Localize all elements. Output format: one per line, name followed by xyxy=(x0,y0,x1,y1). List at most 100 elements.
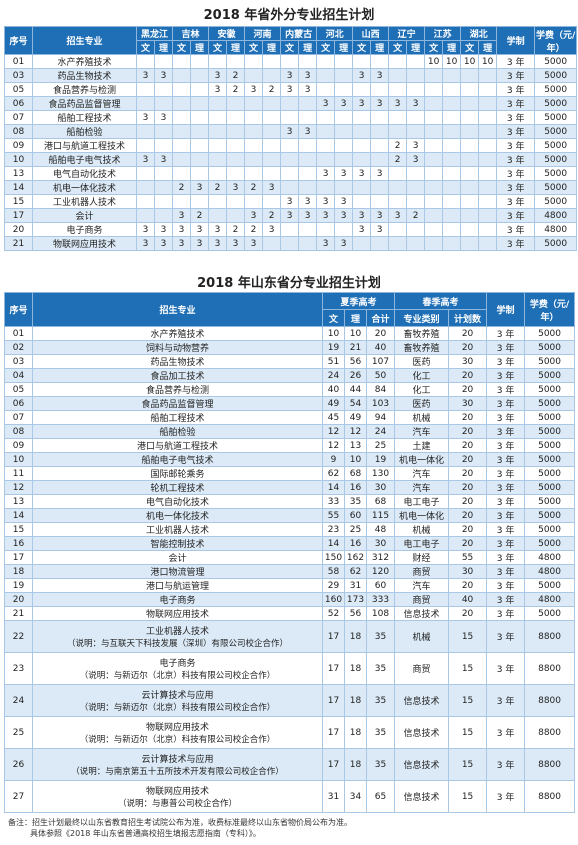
cell-total: 103 xyxy=(365,396,396,411)
quota xyxy=(370,236,390,251)
major-title: 港口物流管理 xyxy=(150,568,205,578)
quota xyxy=(478,68,498,83)
duration: 3 年 xyxy=(496,96,536,111)
cell-wen: 24 xyxy=(322,368,345,383)
cell-duration: 3 年 xyxy=(486,326,526,341)
major-title: 会计 xyxy=(168,554,187,564)
cell-total: 35 xyxy=(365,652,396,685)
cell-duration: 3 年 xyxy=(486,536,526,551)
cell-plan: 15 xyxy=(448,748,488,781)
cell-li: 31 xyxy=(344,578,367,593)
duration: 3 年 xyxy=(496,124,536,139)
table-row: 24 云计算技术与应用 （说明：与新迈尔（北京）科技有限公司校企合作） 17 18 35 信… xyxy=(4,684,576,717)
quota xyxy=(136,54,155,69)
cell-wen: 23 xyxy=(322,522,345,537)
quota xyxy=(424,68,444,83)
cell-category: 财经 xyxy=(394,550,450,565)
row-number: 17 xyxy=(4,208,33,223)
header-row: 序号 招生专业 夏季高考 春季高考 学制 学费（元/年） xyxy=(4,292,576,327)
row-number: 22 xyxy=(4,620,33,653)
quota xyxy=(316,152,336,167)
fee: 5000 xyxy=(534,96,578,111)
row-number: 14 xyxy=(4,508,33,523)
quota xyxy=(478,96,498,111)
quota xyxy=(442,208,462,223)
cell-category: 土建 xyxy=(394,438,450,453)
quota xyxy=(262,166,282,181)
quota: 3 xyxy=(190,236,210,251)
quota xyxy=(460,110,480,125)
cell-wen: 31 xyxy=(322,780,345,813)
major-name: 港口与航道工程技术 xyxy=(32,138,137,153)
cell-fee: 4800 xyxy=(524,550,576,565)
quota xyxy=(406,166,426,181)
quota: 3 xyxy=(298,208,318,223)
cell-fee: 5000 xyxy=(524,480,576,495)
major-name: 船舶检验 xyxy=(32,424,323,439)
cell-fee: 5000 xyxy=(524,438,576,453)
quota xyxy=(244,124,264,139)
quota: 3 xyxy=(352,68,372,83)
cell-duration: 3 年 xyxy=(486,354,526,369)
row-number: 06 xyxy=(4,96,33,111)
cell-plan: 20 xyxy=(448,382,488,397)
quota xyxy=(208,152,228,167)
quota xyxy=(424,194,444,209)
row-number: 05 xyxy=(4,382,33,397)
quota xyxy=(442,194,462,209)
header-cell: 招生专业 xyxy=(32,26,137,55)
subheader: 理 xyxy=(190,40,210,55)
major-name: 工业机器人技术 （说明：与互联天下科技发展（深圳）有限公司校企合作） xyxy=(32,620,323,653)
province-header: 辽宁 xyxy=(388,26,426,41)
quota xyxy=(460,208,480,223)
row-number: 27 xyxy=(4,780,33,813)
cell-fee: 5000 xyxy=(524,326,576,341)
cell-category: 商贸 xyxy=(394,564,450,579)
quota xyxy=(190,68,210,83)
major-title: 港口与航运管理 xyxy=(145,582,209,592)
cell-fee: 5000 xyxy=(524,606,576,621)
quota xyxy=(388,236,408,251)
row-number: 07 xyxy=(4,110,33,125)
major-name: 药品生物技术 xyxy=(32,68,137,83)
cell-duration: 3 年 xyxy=(486,780,526,813)
quota xyxy=(208,96,228,111)
major-title: 船舶工程技术 xyxy=(150,414,205,424)
quota: 3 xyxy=(370,68,390,83)
quota: 3 xyxy=(352,208,372,223)
subheader: 合计 xyxy=(365,309,396,327)
cell-category: 汽车 xyxy=(394,578,450,593)
major-title: 工业机器人技术 xyxy=(145,526,209,536)
quota xyxy=(172,54,192,69)
quota xyxy=(388,166,408,181)
province-header: 黑龙江 xyxy=(135,26,174,41)
cell-fee: 5000 xyxy=(524,452,576,467)
table-row: 26 云计算技术与应用 （说明：与南京第五十五所技术开发有限公司校企合作） 17 18 3… xyxy=(4,748,576,781)
quota xyxy=(370,138,390,153)
quota xyxy=(334,222,354,237)
major-name: 物联网应用技术 （说明：与新迈尔（北京）科技有限公司校企合作） xyxy=(32,716,323,749)
province-header: 江苏 xyxy=(424,26,462,41)
cooperation-note: （说明：与新迈尔（北京）科技有限公司校企合作） xyxy=(79,671,276,681)
cell-wen: 62 xyxy=(322,466,345,481)
cell-li: 10 xyxy=(344,326,367,341)
row-number: 14 xyxy=(4,180,33,195)
cell-total: 40 xyxy=(365,340,396,355)
table-row: 08 船舶检验 12 12 24 汽车 20 3 年 5000 xyxy=(4,424,576,439)
row-number: 15 xyxy=(4,522,33,537)
quota: 2 xyxy=(226,82,246,97)
quota: 3 xyxy=(280,208,300,223)
cell-plan: 20 xyxy=(448,340,488,355)
cell-duration: 3 年 xyxy=(486,438,526,453)
cell-total: 108 xyxy=(365,606,396,621)
quota xyxy=(388,124,408,139)
quota: 3 xyxy=(208,236,228,251)
subheader: 理 xyxy=(334,40,354,55)
cell-duration: 3 年 xyxy=(486,564,526,579)
major-name: 电子商务 xyxy=(32,222,137,237)
quota xyxy=(424,166,444,181)
subheader: 理 xyxy=(370,40,390,55)
cell-plan: 20 xyxy=(448,326,488,341)
table-row: 06 食品药品监督管理 49 54 103 医药 30 3 年 5000 xyxy=(4,396,576,411)
